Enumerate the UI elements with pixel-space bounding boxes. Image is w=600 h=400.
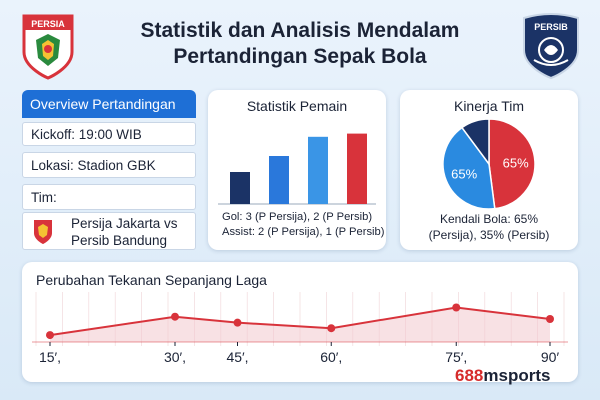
pressure-point-1 — [46, 331, 54, 340]
pie-slice-2 — [442, 126, 496, 210]
pressure-tick-label-5: 75′, — [445, 349, 467, 365]
kinerja-card: Kinerja Tim 65% 65% Kendali Bola: 65% (Pe… — [400, 90, 578, 250]
brand-num: 688 — [455, 366, 484, 385]
bar-1 — [230, 172, 250, 204]
pressure-point-5 — [452, 303, 461, 312]
bar-4 — [347, 133, 367, 204]
brand-txt: msports — [483, 366, 551, 385]
persib-logo: PERSIB — [523, 13, 579, 80]
bar-3 — [308, 136, 328, 204]
overview-heading: Overview Pertandingan — [22, 90, 196, 118]
lokasi-row: Lokasi: Stadion GBK — [22, 152, 196, 178]
bar-2 — [269, 156, 289, 204]
team-text: Persija Jakarta vs Persib Bandung — [71, 215, 178, 249]
team-row: Persija Jakarta vs Persib Bandung — [22, 212, 196, 250]
pressure-tick-label-1: 15′, — [39, 349, 61, 365]
kinerja-line-1: Kendali Bola: 65% — [439, 212, 539, 226]
title-line-1: Statistik dan Analisis Mendalam — [140, 19, 460, 42]
pressure-tick-label-4: 60′, — [320, 349, 342, 365]
persija-mini-icon — [34, 220, 52, 244]
pie-slice-1 — [488, 118, 536, 210]
kinerja-title: Kinerja Tim — [453, 98, 525, 114]
stats-line-2: Assist: 2 (P Persija), 1 (P Persib) — [222, 226, 385, 238]
team-line-2: Persib Bandung — [71, 233, 168, 248]
kinerja-line-2: (Persija), 35% (Persib) — [428, 228, 550, 242]
pie-chart: 65% 65% — [442, 118, 536, 210]
pie-label-2: 65% — [451, 167, 477, 182]
pressure-point-4 — [327, 324, 336, 333]
stats-line-1: Gol: 3 (P Persija), 2 (P Persib) — [222, 211, 373, 223]
pressure-card: 15′, 30′, 45′, 60′, 75′, 90′ Perubahan Tekana… — [22, 262, 578, 382]
logo-right-text: PERSIB — [534, 22, 568, 32]
title-line-2: Pertandingan Sepak Bola — [173, 45, 427, 68]
persija-logo: PERSIA — [22, 14, 74, 80]
pressure-line-chart: 15′, 30′, 45′, 60′, 75′, 90′ — [32, 292, 568, 365]
pie-slice-3 — [460, 118, 490, 167]
pressure-area — [50, 307, 550, 342]
pressure-point-2 — [171, 312, 179, 321]
team-line-1: Persija Jakarta vs — [71, 216, 178, 231]
pressure-point-3 — [233, 318, 242, 327]
stats-text: Gol: 3 (P Persija), 2 (P Persib) Assist:… — [222, 210, 384, 240]
tim-label-row: Tim: — [22, 184, 196, 210]
logo-left-text: PERSIA — [31, 19, 65, 29]
pressure-tick-label-6: 90′ — [541, 349, 560, 365]
kickoff-row: Kickoff: 19:00 WIB — [22, 122, 196, 146]
pressure-title: Perubahan Tekanan Sepanjang Laga — [36, 272, 267, 288]
brand-logo: 688msports — [455, 366, 550, 386]
page-title: Statistik dan Analisis Mendalam Pertandi… — [90, 18, 510, 70]
pie-label-1: 65% — [503, 155, 529, 170]
pressure-line — [49, 306, 551, 337]
overview-panel: Overview Pertandingan Kickoff: 19:00 WIB… — [22, 90, 196, 250]
pressure-tick-label-2: 30′, — [164, 349, 186, 365]
pressure-tick-label-3: 45′, — [226, 349, 248, 365]
stats-card: Statistik Pemain Gol: 3 (P Persija), 2 (… — [208, 90, 386, 250]
stats-bar-chart — [218, 133, 376, 205]
pressure-point-6 — [546, 315, 554, 323]
stats-title: Statistik Pemain — [246, 98, 348, 114]
header: PERSIA Statistik dan Analisis Mendalam P… — [0, 0, 600, 86]
kinerja-text: Kendali Bola: 65% (Persija), 35% (Persib… — [400, 211, 578, 243]
